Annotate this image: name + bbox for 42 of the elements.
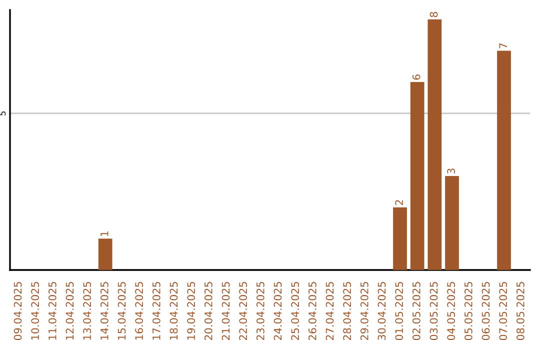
x-tick-label: 21.04.2025 [222, 282, 230, 340]
data-label: 1 [100, 231, 108, 236]
x-tick-label: 06.05.2025 [482, 282, 490, 340]
x-tick-label: 25.04.2025 [291, 282, 300, 340]
x-tick-label: 01.05.2025 [395, 282, 404, 340]
bar [497, 50, 511, 270]
x-tick-label: 22.04.2025 [239, 282, 248, 340]
x-tick-label: 23.04.2025 [256, 282, 264, 340]
x-tick-label: 28.04.2025 [343, 282, 352, 340]
x-tick-label: 13.04.2025 [83, 282, 92, 340]
x-tick-label: 08.05.2025 [516, 282, 524, 340]
x-tick-label: 11.04.2025 [48, 282, 56, 340]
x-tick-label: 18.04.2025 [170, 282, 178, 340]
x-tick-label: 17.04.2025 [152, 282, 160, 340]
x-tick-label: 24.04.2025 [274, 282, 282, 340]
x-tick-label: 04.05.2025 [447, 282, 456, 340]
data-label: 3 [447, 168, 456, 174]
bar [445, 176, 459, 270]
x-tick-label: 10.04.2025 [31, 282, 40, 340]
x-tick-label: 07.05.2025 [499, 282, 508, 340]
x-tick-label: 30.04.2025 [378, 282, 386, 340]
x-tick-label: 03.05.2025 [430, 282, 438, 340]
bar [393, 207, 407, 270]
x-tick-label: 14.04.2025 [100, 282, 108, 340]
x-tick-label: 26.04.2025 [308, 282, 316, 340]
bar [98, 238, 112, 270]
x-tick-label: 15.04.2025 [118, 282, 126, 340]
x-tick-label: 27.04.2025 [326, 282, 334, 340]
x-tick-label: 05.05.2025 [464, 282, 472, 340]
data-label: 7 [499, 43, 507, 48]
x-tick-label: 09.04.2025 [14, 282, 22, 340]
data-label: 2 [395, 200, 403, 206]
x-tick-label: 12.04.2025 [66, 282, 74, 340]
bar [428, 19, 442, 270]
x-tick-label: 19.04.2025 [187, 282, 196, 340]
x-tick-label: 20.04.2025 [204, 282, 212, 340]
data-label: 8 [430, 12, 438, 18]
data-label: 6 [412, 74, 420, 80]
x-tick-label: 02.05.2025 [412, 282, 420, 340]
x-tick-label: 29.04.2025 [360, 282, 368, 340]
bar [410, 82, 424, 270]
x-tick-label: 16.04.2025 [135, 282, 144, 340]
